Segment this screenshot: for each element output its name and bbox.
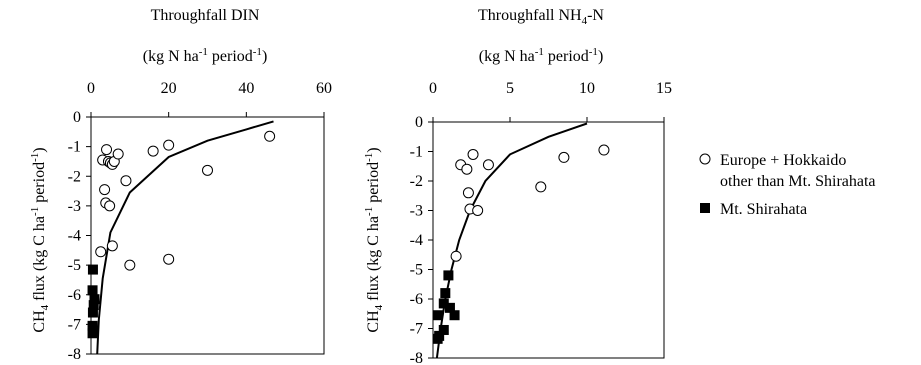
x-tick-label: 0 — [87, 80, 95, 97]
chart2-plot-frame — [433, 122, 664, 358]
chart2-title: Throughfall NH4-N — [478, 7, 604, 27]
x-tick-label: 5 — [506, 80, 514, 97]
y-tick-label: -5 — [68, 257, 81, 274]
open-circle-point — [113, 149, 123, 159]
chart-din: Throughfall DIN (kg N ha-1 period-1) 0 20… — [29, 7, 332, 363]
open-circle-point — [473, 206, 483, 216]
open-circle-point — [100, 185, 110, 195]
chart1-xlabel: (kg N ha-1 period-1) — [143, 46, 268, 65]
open-circle-point — [559, 152, 569, 162]
y-tick-label: -4 — [68, 228, 81, 245]
legend-open-label-1: Europe + Hokkaido — [720, 152, 846, 169]
y-tick-label: -1 — [68, 139, 81, 156]
filled-square-point — [443, 270, 453, 280]
chart2-ylabel: CH4 flux (kg C ha-1 period-1) — [363, 147, 385, 332]
open-circle-point — [483, 160, 493, 170]
y-tick-label: -2 — [68, 168, 81, 185]
y-tick-label: -6 — [410, 291, 423, 308]
chart1-marks — [88, 131, 275, 338]
legend-open-label-2: other than Mt. Shirahata — [720, 173, 876, 190]
y-tick-label: -6 — [68, 287, 81, 304]
open-circle-point — [164, 140, 174, 150]
open-circle-point — [121, 176, 131, 186]
filled-square-point — [433, 334, 443, 344]
open-circle-point — [265, 131, 275, 141]
open-circle-point — [96, 247, 106, 257]
open-circle-point — [462, 164, 472, 174]
chart-nh4: Throughfall NH4-N (kg N ha-1 period-1) 0… — [363, 7, 672, 365]
filled-square-point — [440, 288, 450, 298]
x-tick-label: 0 — [429, 80, 437, 97]
y-tick-label: -2 — [410, 173, 423, 190]
y-tick-label: -8 — [68, 346, 81, 363]
filled-square-point — [88, 285, 98, 295]
filled-square-point — [88, 328, 98, 338]
y-tick-label: -5 — [410, 262, 423, 279]
legend-filled-label: Mt. Shirahata — [720, 201, 807, 218]
y-tick-label: -1 — [410, 144, 423, 161]
chart2-xticklabels: 0 5 10 15 — [429, 80, 672, 97]
x-tick-label: 60 — [316, 80, 332, 97]
chart1-title: Throughfall DIN — [151, 7, 260, 24]
y-tick-label: 0 — [415, 114, 423, 131]
y-tick-label: -8 — [410, 350, 423, 365]
chart1-ticks — [86, 112, 324, 354]
legend-filled-square-icon — [700, 203, 710, 213]
open-circle-point — [125, 260, 135, 270]
open-circle-point — [451, 251, 461, 261]
y-tick-label: 0 — [73, 109, 81, 126]
open-circle-point — [463, 188, 473, 198]
chart1-xticklabels: 0 20 40 60 — [87, 80, 332, 97]
open-circle-point — [468, 149, 478, 159]
filled-square-point — [88, 308, 98, 318]
open-circle-point — [599, 145, 609, 155]
open-circle-point — [148, 146, 158, 156]
y-tick-label: -3 — [410, 203, 423, 220]
chart2-xlabel: (kg N ha-1 period-1) — [479, 46, 604, 65]
chart1-ylabel: CH4 flux (kg C ha-1 period-1) — [29, 147, 51, 332]
legend-open-circle-icon — [700, 154, 710, 164]
open-circle-point — [536, 182, 546, 192]
x-tick-label: 20 — [161, 80, 177, 97]
filled-square-point — [433, 310, 443, 320]
chart1-fit-curve — [97, 121, 273, 354]
x-tick-label: 10 — [579, 80, 595, 97]
filled-square-point — [88, 265, 98, 275]
open-circle-point — [164, 254, 174, 264]
x-tick-label: 15 — [656, 80, 672, 97]
chart1-plot-frame — [91, 117, 324, 354]
y-tick-label: -3 — [68, 198, 81, 215]
open-circle-point — [107, 241, 117, 251]
open-circle-point — [105, 201, 115, 211]
y-tick-label: -7 — [68, 316, 81, 333]
x-tick-label: 40 — [238, 80, 254, 97]
filled-square-point — [450, 310, 460, 320]
y-tick-label: -7 — [410, 321, 423, 338]
chart1-yticklabels: 0 -1 -2 -3 -4 -5 -6 -7 -8 — [68, 109, 81, 363]
legend: Europe + Hokkaido other than Mt. Shiraha… — [700, 152, 876, 218]
chart2-yticklabels: 0 -1 -2 -3 -4 -5 -6 -7 -8 — [410, 114, 423, 365]
open-circle-point — [203, 165, 213, 175]
y-tick-label: -4 — [410, 232, 423, 249]
open-circle-point — [102, 145, 112, 155]
chart2-ticks — [428, 117, 664, 358]
